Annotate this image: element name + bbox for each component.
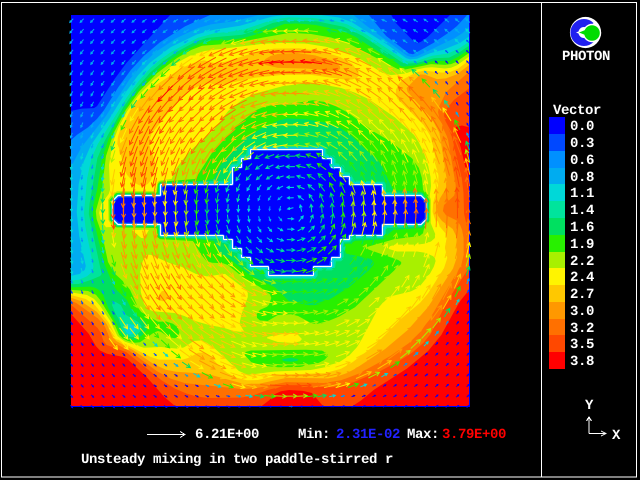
svg-text:2.7: 2.7 [570, 287, 594, 303]
svg-text:X: X [612, 428, 621, 444]
svg-text:Max:: Max: [407, 427, 439, 443]
svg-text:PHOTON: PHOTON [562, 49, 610, 65]
svg-text:0.3: 0.3 [570, 136, 594, 152]
svg-text:Min:: Min: [298, 427, 330, 443]
svg-text:2.2: 2.2 [570, 254, 594, 270]
svg-text:2.31E-02: 2.31E-02 [336, 427, 400, 443]
svg-text:3.5: 3.5 [570, 337, 594, 353]
svg-text:0.6: 0.6 [570, 153, 594, 169]
svg-text:1.6: 1.6 [570, 220, 594, 236]
svg-text:1.4: 1.4 [570, 203, 594, 219]
svg-text:6.21E+00: 6.21E+00 [195, 427, 259, 443]
svg-text:0.8: 0.8 [570, 170, 594, 186]
svg-text:3.79E+00: 3.79E+00 [442, 427, 506, 443]
svg-text:3.0: 3.0 [570, 304, 594, 320]
svg-text:1.9: 1.9 [570, 237, 594, 253]
svg-text:3.2: 3.2 [570, 321, 594, 337]
svg-text:3.8: 3.8 [570, 354, 594, 370]
svg-text:Vector: Vector [553, 103, 601, 119]
svg-text:2.4: 2.4 [570, 270, 594, 286]
svg-text:Unsteady mixing in two paddle-: Unsteady mixing in two paddle-stirred r [81, 452, 393, 468]
svg-text:1.1: 1.1 [570, 186, 594, 202]
svg-text:0.0: 0.0 [570, 119, 594, 135]
svg-text:Y: Y [585, 398, 594, 414]
